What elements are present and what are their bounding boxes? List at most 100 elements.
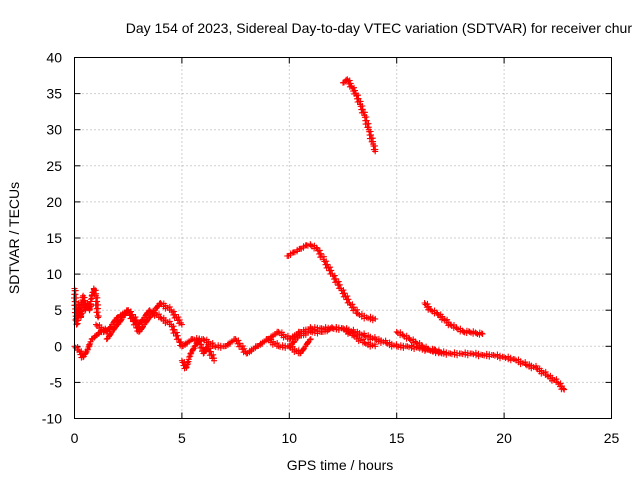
data-points xyxy=(71,76,568,393)
data-point xyxy=(327,264,334,271)
data-point xyxy=(94,312,101,319)
y-tick-label: 30 xyxy=(46,122,62,138)
data-point xyxy=(207,348,214,355)
data-point xyxy=(502,355,509,361)
series-arc-8 xyxy=(284,241,379,324)
data-point xyxy=(130,315,137,321)
data-point xyxy=(324,261,331,268)
data-point xyxy=(316,247,323,254)
data-point xyxy=(170,323,177,330)
series-arc-1 xyxy=(71,285,102,328)
x-tick-label: 20 xyxy=(496,430,512,446)
data-point xyxy=(344,293,351,300)
data-point xyxy=(186,354,193,360)
data-point xyxy=(438,349,444,356)
data-point xyxy=(184,359,191,366)
data-point xyxy=(323,258,330,265)
data-point xyxy=(328,267,335,274)
data-point xyxy=(211,357,218,364)
data-point xyxy=(346,77,353,84)
y-tick-label: 20 xyxy=(46,194,62,210)
data-point xyxy=(372,343,379,350)
data-point xyxy=(307,336,314,343)
series-arc-4 xyxy=(103,300,185,343)
data-point xyxy=(447,350,454,357)
chart-title: Day 154 of 2023, Sidereal Day-to-day VTE… xyxy=(126,20,633,36)
grid-lines xyxy=(74,57,612,419)
data-point xyxy=(408,345,415,351)
data-point xyxy=(239,342,246,349)
data-point xyxy=(78,348,85,355)
data-point xyxy=(313,244,320,251)
data-point xyxy=(235,337,242,344)
data-point xyxy=(345,296,352,303)
data-point xyxy=(434,310,441,317)
data-point xyxy=(172,311,179,318)
y-tick-label: 15 xyxy=(46,230,62,246)
x-axis-label: GPS time / hours xyxy=(287,457,394,473)
y-tick-label: 10 xyxy=(46,266,62,282)
data-point xyxy=(560,385,567,392)
data-point xyxy=(497,355,503,362)
data-point xyxy=(466,328,473,335)
data-point xyxy=(561,386,568,393)
x-tick-label: 5 xyxy=(178,430,186,446)
data-point xyxy=(175,336,182,342)
x-tick-label: 0 xyxy=(71,430,79,446)
series-arc-10 xyxy=(421,300,486,338)
y-tick-label: 0 xyxy=(54,338,62,354)
data-point xyxy=(341,290,348,297)
x-tick-label: 10 xyxy=(282,430,298,446)
data-point xyxy=(347,80,354,87)
data-point xyxy=(424,300,431,307)
data-point xyxy=(131,318,138,325)
y-tick-label: -10 xyxy=(42,411,62,427)
data-point xyxy=(170,308,177,315)
series-arc-11 xyxy=(393,328,445,357)
data-point xyxy=(317,250,324,257)
data-point xyxy=(478,330,485,337)
x-tick-label: 25 xyxy=(604,430,620,446)
data-point xyxy=(207,345,213,352)
data-point xyxy=(176,316,183,323)
data-point xyxy=(178,338,185,345)
data-point xyxy=(349,301,356,308)
data-point xyxy=(241,345,248,352)
data-point xyxy=(175,314,182,320)
data-point xyxy=(372,148,379,155)
data-point xyxy=(559,383,565,389)
data-point xyxy=(350,304,357,311)
data-point xyxy=(178,321,185,328)
data-point xyxy=(473,330,480,337)
y-tick-label: -5 xyxy=(50,374,63,390)
y-tick-label: 40 xyxy=(46,50,62,66)
data-point xyxy=(173,329,180,336)
data-point xyxy=(306,336,313,343)
data-point xyxy=(77,308,84,315)
x-tick-label: 15 xyxy=(389,430,405,446)
data-point xyxy=(372,315,379,322)
data-point xyxy=(332,275,339,282)
data-point xyxy=(86,301,93,308)
series-arc-9 xyxy=(340,76,379,155)
y-tick-label: 25 xyxy=(46,158,62,174)
data-point xyxy=(340,287,347,294)
series-arc-6 xyxy=(264,324,568,393)
data-point xyxy=(331,272,338,279)
data-point xyxy=(335,278,342,285)
plot-frame xyxy=(74,57,612,419)
axis-ticks: -10 -5 0 5 10 15 20 25 30 35 40 0 5 10 15 20 25 xyxy=(42,50,620,447)
data-point xyxy=(425,346,432,353)
data-point xyxy=(351,84,357,91)
data-point xyxy=(127,308,134,315)
y-tick-label: 35 xyxy=(46,86,62,102)
data-point xyxy=(171,326,178,333)
series-arc-5 xyxy=(178,336,218,372)
data-point xyxy=(425,303,432,310)
y-axis-label: SDTVAR / TECUs xyxy=(6,182,22,294)
data-point xyxy=(479,331,486,337)
data-point xyxy=(236,340,243,347)
data-point xyxy=(336,281,343,288)
data-point xyxy=(95,314,102,321)
